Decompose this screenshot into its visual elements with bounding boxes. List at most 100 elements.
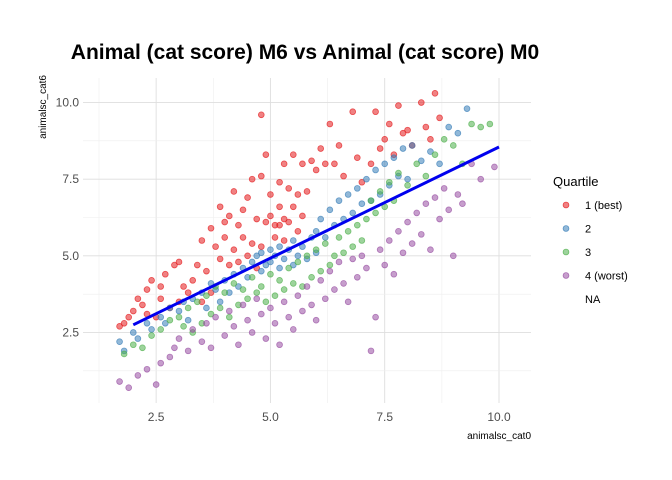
data-point-q1 xyxy=(289,203,297,211)
data-point-q1 xyxy=(267,191,274,198)
data-point-q1 xyxy=(267,212,274,220)
data-point-q3 xyxy=(294,258,302,266)
legend-label: 1 (best) xyxy=(585,200,622,212)
x-axis-label: animalsc_cat0 xyxy=(467,431,531,442)
data-point-q3 xyxy=(267,270,274,278)
legend-label: NA xyxy=(585,294,601,306)
data-point-q1 xyxy=(317,145,325,152)
data-point-q2 xyxy=(436,160,443,168)
data-point-q4 xyxy=(257,310,265,318)
data-point-q1 xyxy=(271,234,279,241)
data-point-q3 xyxy=(340,249,347,257)
data-point-q3 xyxy=(486,120,494,128)
data-point-q1 xyxy=(312,166,320,174)
data-point-q3 xyxy=(253,289,261,296)
data-point-q4 xyxy=(125,384,133,391)
data-point-q1 xyxy=(289,151,297,158)
data-point-q1 xyxy=(253,215,261,223)
data-point-q4 xyxy=(459,200,466,208)
data-point-q2 xyxy=(257,267,265,275)
data-point-q3 xyxy=(367,197,375,204)
data-point-q1 xyxy=(376,145,384,152)
data-point-q3 xyxy=(422,172,430,180)
data-point-q2 xyxy=(289,261,297,269)
data-point-q4 xyxy=(267,304,274,312)
data-point-q4 xyxy=(157,359,165,367)
data-point-q4 xyxy=(344,298,352,306)
data-point-q4 xyxy=(427,246,434,254)
data-point-q4 xyxy=(331,286,338,293)
data-point-q2 xyxy=(276,264,283,272)
data-point-q2 xyxy=(381,160,389,168)
legend-key xyxy=(562,225,570,232)
data-point-q4 xyxy=(184,347,192,355)
data-point-q4 xyxy=(340,280,347,287)
data-point-q1 xyxy=(431,90,439,97)
data-point-q2 xyxy=(143,319,151,327)
data-point-q4 xyxy=(349,255,357,263)
data-point-q1 xyxy=(280,237,288,244)
data-point-q1 xyxy=(175,258,183,266)
data-point-q4 xyxy=(454,191,462,198)
data-point-q4 xyxy=(134,372,142,379)
data-point-q1 xyxy=(235,221,242,229)
data-point-q1 xyxy=(129,307,137,315)
data-point-q4 xyxy=(289,326,297,333)
data-point-q1 xyxy=(276,203,283,211)
data-point-q1 xyxy=(372,108,379,116)
data-point-q2 xyxy=(363,175,370,183)
data-point-q3 xyxy=(285,264,293,272)
data-point-q1 xyxy=(212,243,219,250)
data-point-q1 xyxy=(422,123,430,131)
data-point-q2 xyxy=(276,243,283,250)
data-point-q1 xyxy=(125,313,133,321)
data-point-q1 xyxy=(257,243,265,250)
data-point-q1 xyxy=(235,258,242,266)
data-point-q1 xyxy=(285,185,293,192)
legend-label: 4 (worst) xyxy=(585,271,628,283)
data-point-q1 xyxy=(276,178,283,186)
data-point-q4 xyxy=(408,240,416,247)
x-tick-label: 7.5 xyxy=(376,410,393,424)
data-point-q4 xyxy=(166,353,174,361)
data-point-q1 xyxy=(216,203,224,211)
data-point-q1 xyxy=(321,160,329,168)
data-point-q2 xyxy=(454,129,462,137)
data-point-q1 xyxy=(353,154,361,162)
data-point-q2 xyxy=(116,338,123,345)
data-point-q4 xyxy=(440,185,448,192)
data-point-q1 xyxy=(285,218,293,226)
data-point-q3 xyxy=(207,310,215,318)
data-point-q1 xyxy=(299,212,306,220)
data-point-q4 xyxy=(413,209,421,217)
data-point-q3 xyxy=(271,292,279,299)
data-point-q2 xyxy=(203,304,210,312)
x-tick-label: 2.5 xyxy=(148,410,165,424)
data-point-q1 xyxy=(139,301,146,309)
data-point-q4 xyxy=(335,258,343,266)
data-point-q1 xyxy=(335,142,343,149)
data-point-q4 xyxy=(221,332,229,339)
data-point-q4 xyxy=(308,301,315,309)
y-axis-label: animalsc_cat6 xyxy=(38,75,49,139)
data-point-q1 xyxy=(294,191,302,198)
data-point-q1 xyxy=(171,261,178,269)
data-point-q1 xyxy=(143,286,151,293)
data-point-q3 xyxy=(331,252,338,260)
data-point-q3 xyxy=(120,350,128,358)
data-point-q2 xyxy=(289,237,297,244)
data-point-q2 xyxy=(399,145,407,152)
data-point-q1 xyxy=(381,136,389,143)
data-point-q2 xyxy=(184,316,192,324)
data-point-q1 xyxy=(193,261,201,269)
data-point-q4 xyxy=(235,341,242,349)
data-point-q3 xyxy=(216,304,224,312)
data-point-q4 xyxy=(171,344,178,352)
data-point-q1 xyxy=(257,111,265,119)
data-point-q3 xyxy=(225,313,233,321)
data-point-q4 xyxy=(353,273,361,281)
axis-ticks: 2.5 5.0 7.5 10.0 2.5 5.0 7.5 10.0 xyxy=(56,96,511,424)
data-point-q2 xyxy=(372,166,379,174)
